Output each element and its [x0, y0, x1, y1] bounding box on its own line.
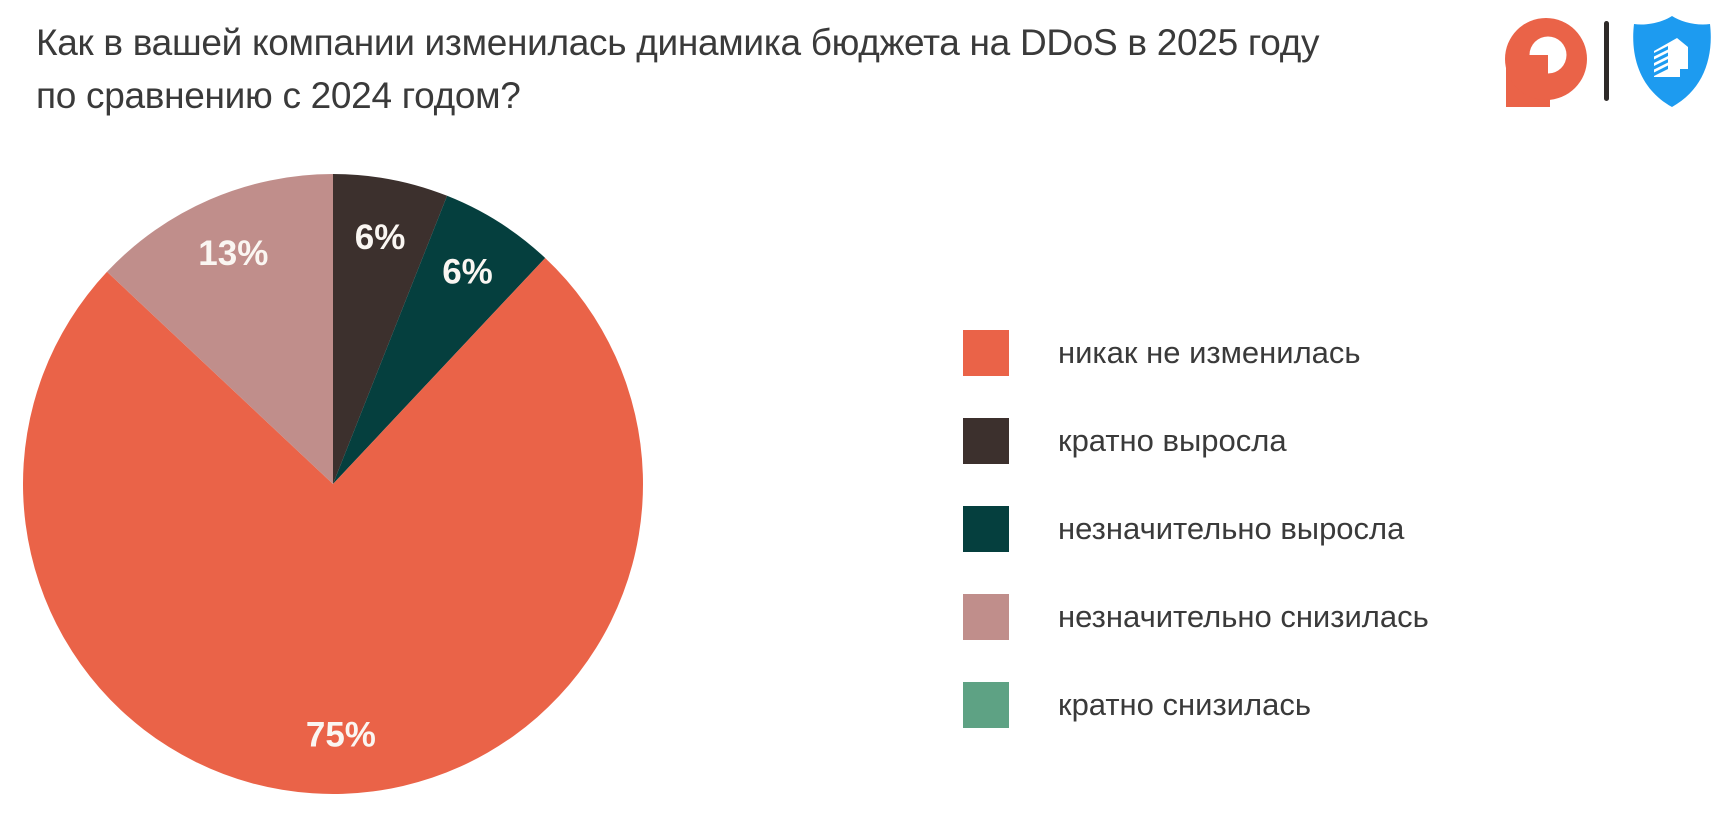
legend-swatch-grew-multifold — [963, 418, 1009, 464]
legend-item-decreased-slightly: незначительно снизилась — [963, 594, 1429, 640]
pie-slice-grew-slightly — [333, 195, 546, 485]
pie-data-label-grew-multifold: 6% — [355, 218, 406, 257]
legend-swatch-unchanged — [963, 330, 1009, 376]
pie-data-label-grew-slightly: 6% — [442, 253, 493, 292]
pie-data-label-decreased-slightly: 13% — [198, 234, 268, 273]
brand-logos — [1502, 0, 1727, 120]
legend-item-grew-slightly: незначительно выросла — [963, 506, 1429, 552]
page-title: Как в вашей компании изменилась динамика… — [36, 16, 1319, 122]
page-title-line-1: Как в вашей компании изменилась динамика… — [36, 22, 1320, 63]
shield-logo-icon — [1633, 16, 1711, 107]
pie-data-label-unchanged: 75% — [306, 716, 376, 755]
legend-item-unchanged: никак не изменилась — [963, 330, 1429, 376]
legend-item-decreased-multifold: кратно снизилась — [963, 682, 1429, 728]
lock-logo-icon — [1505, 18, 1587, 107]
legend-label-unchanged: никак не изменилась — [1058, 335, 1361, 370]
pie-slice-unchanged — [22, 258, 643, 794]
legend-label-grew-multifold: кратно выросла — [1058, 423, 1287, 458]
building-glyph — [1654, 38, 1688, 77]
legend-swatch-grew-slightly — [963, 506, 1009, 552]
legend-swatch-decreased-slightly — [963, 594, 1009, 640]
pie-slice-grew-multifold — [333, 174, 448, 484]
legend-item-grew-multifold: кратно выросла — [963, 418, 1429, 464]
page-title-line-2: по сравнению с 2024 годом? — [36, 75, 521, 116]
logo-divider — [1604, 21, 1609, 101]
pie-chart: 6% 6% 75% 13% — [22, 174, 643, 794]
building-door — [1680, 69, 1688, 77]
chart-legend: никак не изменилась кратно выросла незначи… — [963, 330, 1429, 728]
legend-label-decreased-slightly: незначительно снизилась — [1058, 599, 1429, 634]
legend-swatch-decreased-multifold — [963, 682, 1009, 728]
legend-label-grew-slightly: незначительно выросла — [1058, 511, 1405, 546]
pie-slice-decreased-slightly — [107, 174, 333, 484]
legend-label-decreased-multifold: кратно снизилась — [1058, 687, 1311, 722]
